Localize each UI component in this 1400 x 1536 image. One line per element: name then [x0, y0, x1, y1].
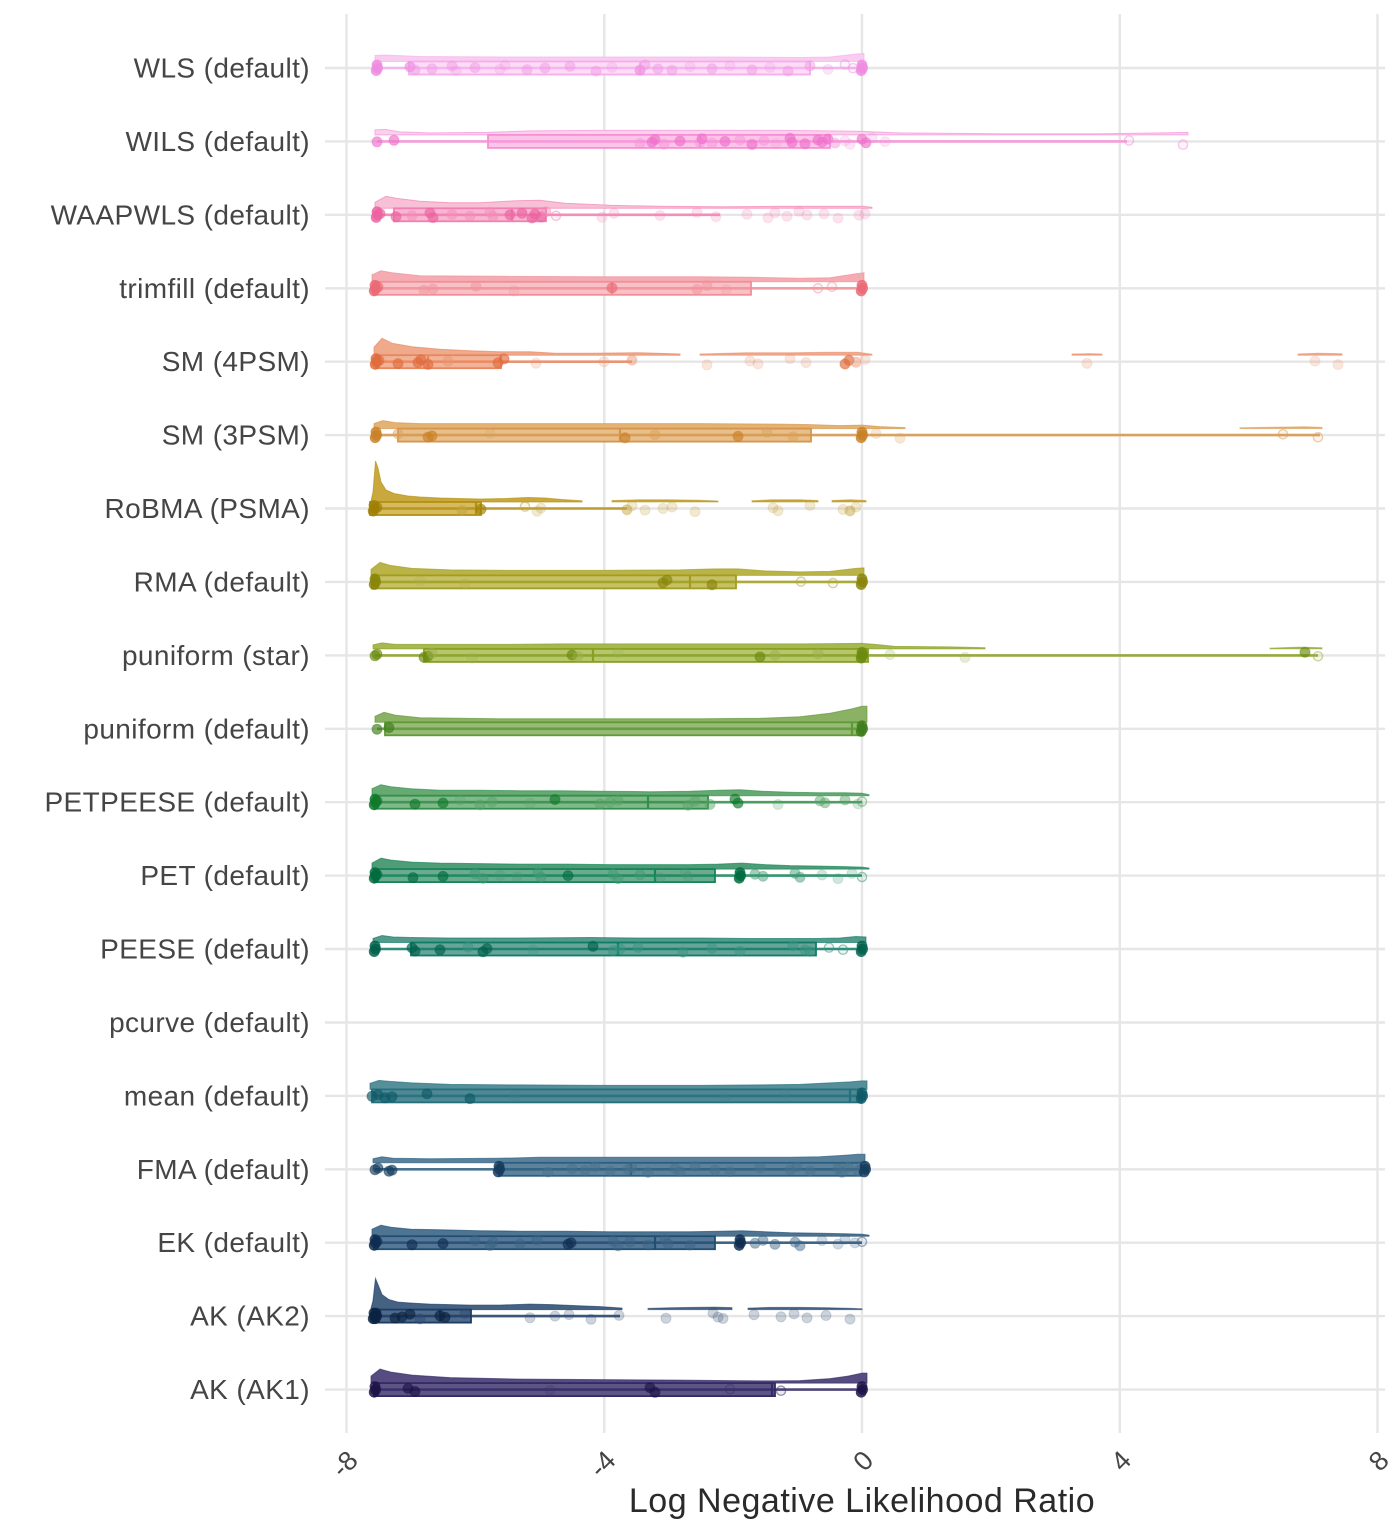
svg-text:PEESE (default): PEESE (default) — [100, 934, 310, 965]
svg-text:trimfill (default): trimfill (default) — [119, 273, 310, 304]
svg-text:mean (default): mean (default) — [124, 1080, 310, 1111]
svg-text:SM (4PSM): SM (4PSM) — [162, 346, 310, 377]
svg-text:pcurve (default): pcurve (default) — [109, 1007, 310, 1038]
svg-text:AK (AK2): AK (AK2) — [190, 1301, 310, 1332]
svg-text:WLS (default): WLS (default) — [134, 53, 310, 84]
svg-text:SM (3PSM): SM (3PSM) — [162, 420, 310, 451]
svg-text:AK (AK1): AK (AK1) — [190, 1374, 310, 1405]
svg-text:RoBMA (PSMA): RoBMA (PSMA) — [104, 493, 310, 524]
svg-text:PET (default): PET (default) — [140, 860, 310, 891]
svg-text:EK (default): EK (default) — [157, 1227, 310, 1258]
svg-text:RMA (default): RMA (default) — [134, 566, 310, 597]
svg-text:puniform (star): puniform (star) — [122, 640, 310, 671]
svg-text:puniform (default): puniform (default) — [83, 713, 310, 744]
svg-text:WILS (default): WILS (default) — [125, 126, 310, 157]
svg-text:WAAPWLS (default): WAAPWLS (default) — [51, 199, 310, 230]
svg-text:PETPEESE (default): PETPEESE (default) — [44, 787, 310, 818]
svg-text:Log Negative Likelihood Ratio: Log Negative Likelihood Ratio — [629, 1482, 1095, 1520]
svg-text:FMA (default): FMA (default) — [137, 1154, 310, 1185]
